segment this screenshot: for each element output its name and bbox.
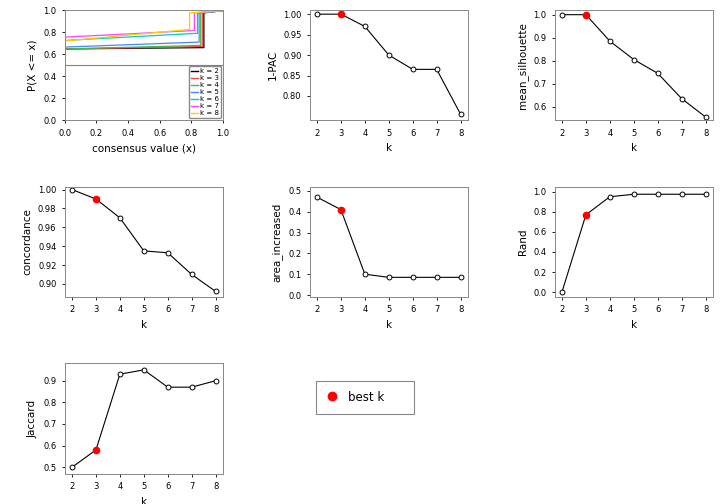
Legend: k = 2, k = 3, k = 4, k = 5, k = 6, k = 7, k = 8: k = 2, k = 3, k = 4, k = 5, k = 6, k = 7… (189, 66, 221, 118)
Y-axis label: Rand: Rand (518, 229, 528, 255)
X-axis label: k: k (141, 496, 147, 504)
X-axis label: k: k (386, 320, 392, 330)
X-axis label: k: k (631, 320, 636, 330)
Text: best k: best k (348, 391, 384, 404)
X-axis label: k: k (631, 143, 636, 153)
X-axis label: k: k (386, 143, 392, 153)
FancyBboxPatch shape (316, 381, 414, 414)
Y-axis label: Jaccard: Jaccard (27, 400, 37, 437)
X-axis label: consensus value (x): consensus value (x) (92, 143, 196, 153)
Y-axis label: mean_silhouette: mean_silhouette (517, 22, 528, 109)
Y-axis label: 1-PAC: 1-PAC (267, 50, 277, 81)
Y-axis label: concordance: concordance (22, 209, 32, 275)
Y-axis label: area_increased: area_increased (271, 202, 283, 282)
X-axis label: k: k (141, 320, 147, 330)
Y-axis label: P(X <= x): P(X <= x) (27, 39, 37, 91)
